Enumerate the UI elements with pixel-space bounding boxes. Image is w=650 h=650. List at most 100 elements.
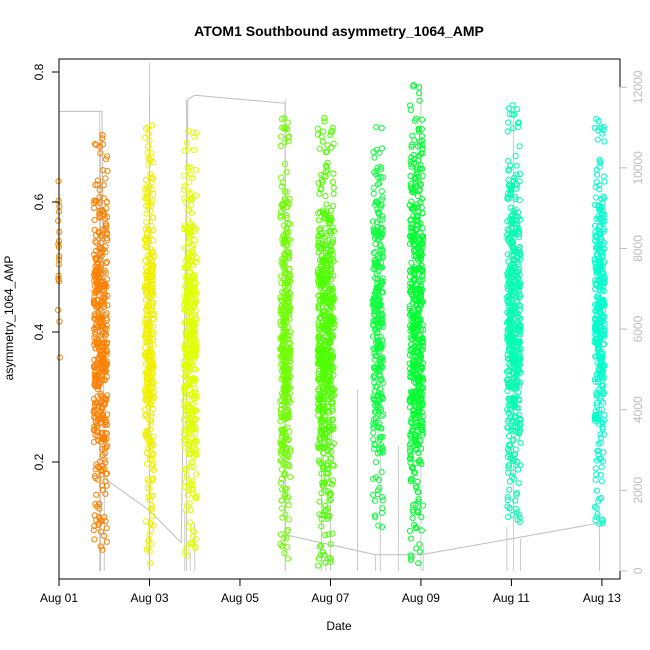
data-point [279,514,286,521]
data-point [330,332,337,339]
data-point [144,449,151,457]
data-point [285,254,292,261]
data-point [376,364,383,371]
data-point [371,497,379,504]
data-point [145,155,152,162]
data-point [371,154,378,161]
data-point [143,218,150,226]
data-point [281,549,288,557]
data-point [285,555,292,562]
data-point [321,297,328,304]
data-point [329,296,336,304]
data-point [319,282,326,290]
data-point [407,552,414,559]
data-point [99,546,106,553]
data-point [185,379,192,386]
data-point [322,531,329,539]
data-point [411,117,418,124]
data-point [142,195,149,202]
data-point [286,308,293,315]
data-point [317,263,324,270]
data-point [55,275,62,282]
data-point [55,241,62,248]
data-point [92,345,99,352]
data-point [149,512,156,520]
data-point [330,170,337,177]
data-point [277,447,284,454]
data-point [282,393,289,400]
data-point [323,470,330,477]
data-point [192,166,200,173]
data-point [378,354,386,361]
data-point [286,398,293,406]
data-point [329,461,336,468]
data-point [93,491,100,498]
data-point [184,302,191,309]
data-point [330,272,337,279]
data-point [374,262,381,269]
data-point [94,264,101,271]
data-point [372,249,379,256]
data-point [150,394,157,402]
data-point [322,365,329,372]
data-point [378,413,385,420]
data-point [187,268,194,275]
data-point [327,132,334,139]
data-point [326,427,333,435]
data-point [285,277,292,284]
data-point [324,142,331,149]
data-point [91,473,98,480]
data-point [144,149,151,156]
data-point [149,272,156,279]
data-point [92,316,99,323]
data-point [407,535,414,542]
data-point [186,164,193,171]
data-point [103,538,111,545]
data-point [193,492,200,499]
data-point [182,372,189,379]
x-tick-label: Aug 07 [311,591,349,605]
data-point [280,325,287,332]
data-point [192,290,200,297]
data-point [374,296,381,304]
data-point [189,482,196,489]
y-tick-label: 0.2 [32,453,46,470]
data-point [192,450,200,458]
data-point [325,448,332,455]
data-point [193,395,200,402]
data-point [315,322,322,329]
data-point [330,190,337,197]
data-point [184,146,192,153]
data-point [193,258,200,265]
data-point [321,385,328,392]
data-point [281,460,288,467]
data-point [370,491,377,498]
data-point [316,314,323,321]
data-point [94,304,101,311]
data-point [102,156,110,163]
data-point [91,536,98,543]
data-point [189,486,196,493]
data-point [146,485,153,492]
data-point [185,383,192,390]
data-point [102,518,109,525]
data-point [286,270,293,278]
data-point [284,408,291,415]
data-point [278,174,285,181]
data-point [285,516,292,523]
data-point [370,227,378,234]
data-point [325,418,332,425]
data-point [104,168,111,175]
x-axis-label: Date [326,619,352,633]
data-point [94,339,101,346]
data-point [185,127,192,135]
data-point [376,217,383,224]
data-point [283,434,290,441]
data-point [99,445,106,452]
data-point [324,378,331,386]
data-point [281,390,288,397]
data-point [327,541,334,548]
data-point [148,420,155,427]
data-point [372,459,380,466]
data-point [145,143,152,150]
